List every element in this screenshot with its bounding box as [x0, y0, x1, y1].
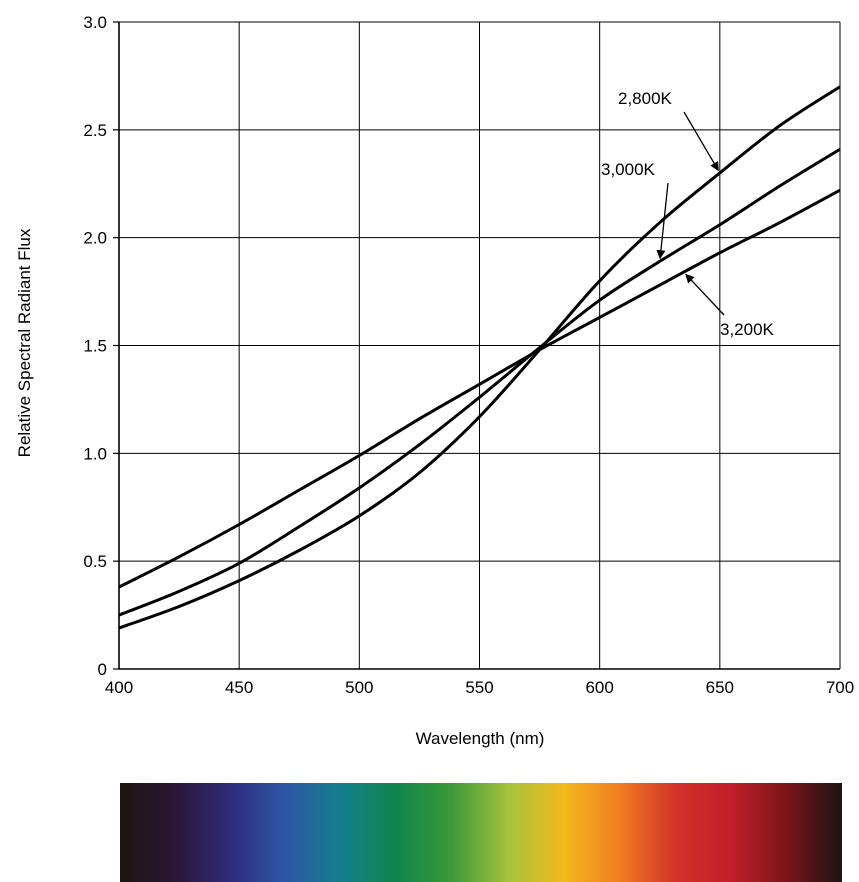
y-tick-label: 2.5	[83, 121, 107, 140]
x-tick-label: 550	[465, 678, 493, 697]
x-tick-label: 700	[826, 678, 854, 697]
grid-lines	[119, 21, 841, 669]
y-axis-title: Relative Spectral Radiant Flux	[15, 228, 34, 457]
y-tick-label: 0.5	[83, 552, 107, 571]
curve-label: 2,800K	[618, 89, 673, 108]
curve-label-arrow	[683, 111, 719, 172]
curve-label-arrow	[656, 182, 669, 260]
series-line	[118, 188, 841, 589]
y-tick-label: 3.0	[83, 13, 107, 32]
curve-label: 3,200K	[720, 320, 775, 339]
spectrum-bar	[120, 783, 842, 882]
y-tick-label: 1.5	[83, 337, 107, 356]
x-axis-title: Wavelength (nm)	[416, 729, 545, 748]
y-tick-label: 0	[98, 660, 107, 679]
y-tick-label: 1.0	[83, 444, 107, 463]
x-tick-label: 600	[585, 678, 613, 697]
x-tick-label: 650	[706, 678, 734, 697]
x-tick-label: 400	[105, 678, 133, 697]
curve-label-arrow	[685, 273, 725, 316]
axes	[113, 21, 840, 670]
series-line	[118, 147, 841, 617]
x-tick-label: 500	[345, 678, 373, 697]
series-lines	[118, 85, 841, 630]
curve-label: 3,000K	[601, 160, 656, 179]
curve-annotations: 2,800K 3,000K 3,200K	[601, 89, 775, 339]
tick-labels: 400 450 500 550 600 650 700 0 0.5 1.0 1.5 2.0 2.5 3.0	[83, 13, 854, 697]
x-tick-label: 450	[225, 678, 253, 697]
series-line	[118, 85, 841, 630]
y-tick-label: 2.0	[83, 229, 107, 248]
